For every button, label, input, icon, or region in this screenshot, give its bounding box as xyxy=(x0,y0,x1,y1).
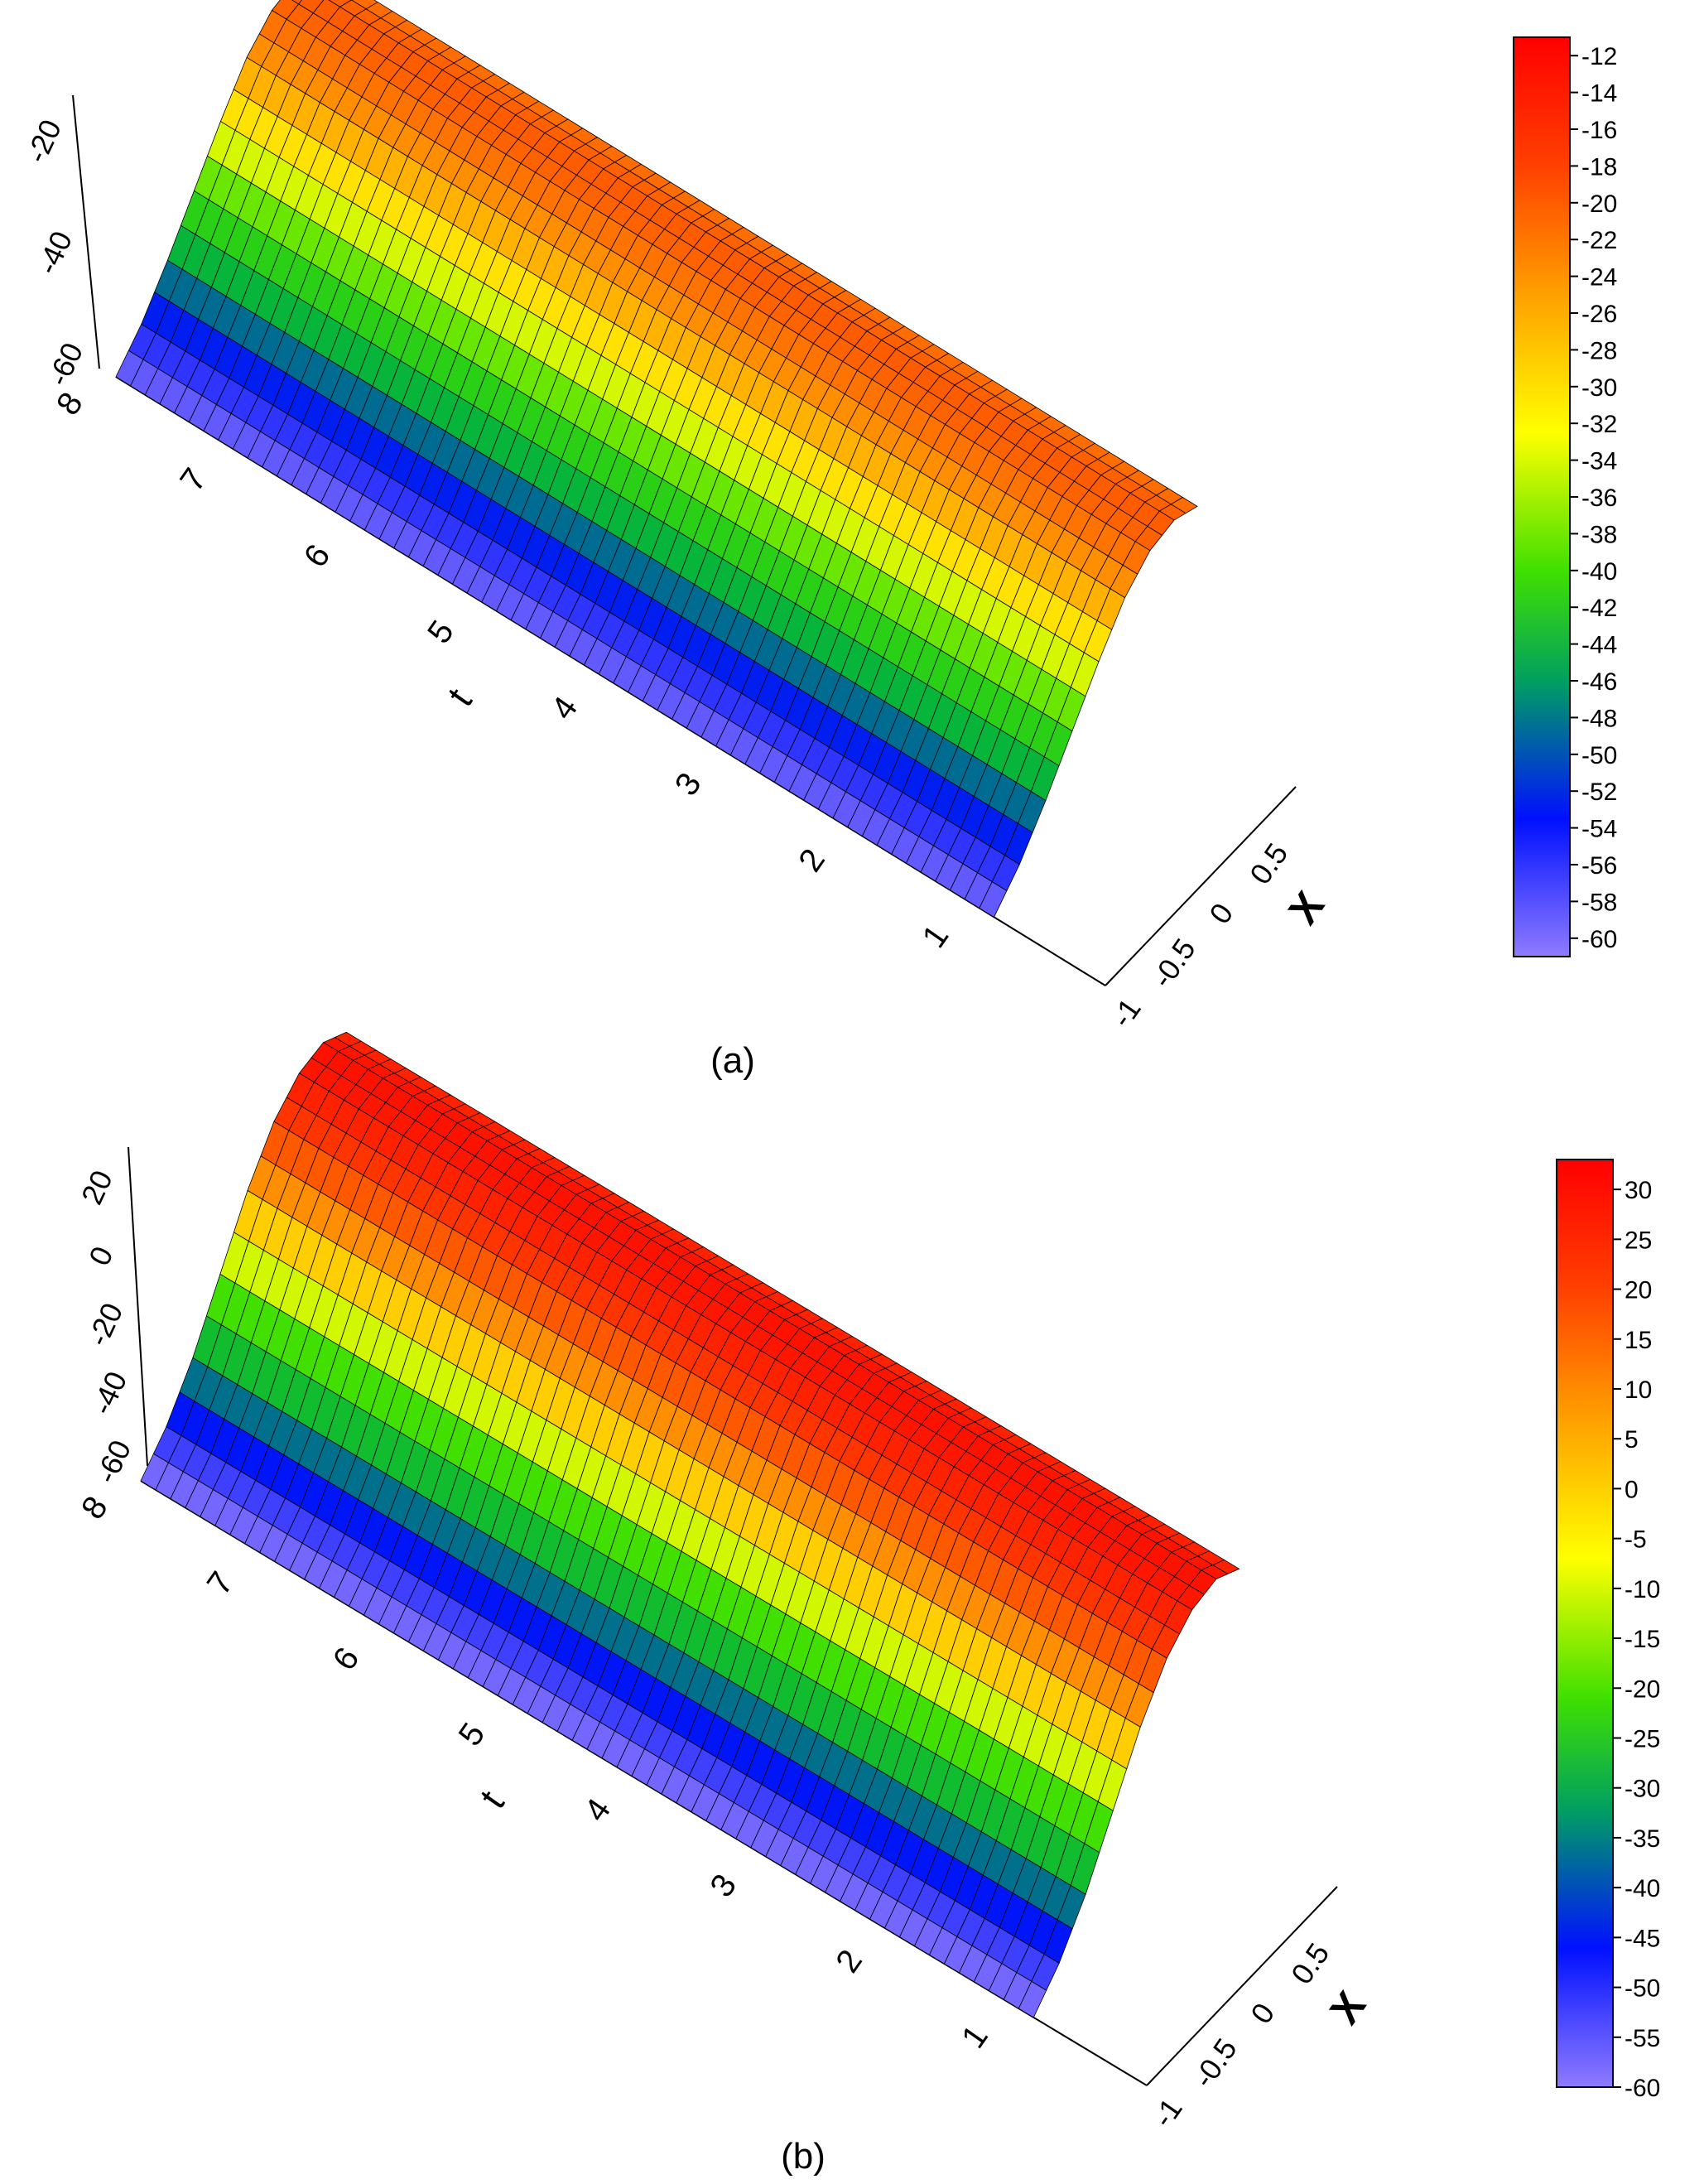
t-tick-label: 5 xyxy=(452,1717,493,1753)
colorbar-tick-label: -28 xyxy=(1581,337,1617,364)
z-tick-label: -40 xyxy=(84,1367,133,1420)
colorbar-tick-label: -22 xyxy=(1581,227,1617,254)
caption-a: (a) xyxy=(710,1040,755,1081)
z-tick-label: 20 xyxy=(75,1165,119,1210)
x-axis-label: X xyxy=(1321,1984,1374,2032)
colorbar-tick-label: -36 xyxy=(1581,485,1617,512)
surface xyxy=(140,1031,1240,2018)
colorbar-tick-label: -48 xyxy=(1581,705,1617,732)
t-tick-label: 6 xyxy=(326,1641,367,1676)
colorbar-tick-label: -50 xyxy=(1625,1975,1660,2003)
x-tick-label: 0.5 xyxy=(1284,1937,1336,1991)
colorbar-tick-label: -10 xyxy=(1625,1576,1660,1603)
colorbar-tick-label: -38 xyxy=(1581,521,1617,548)
t-tick-label: 3 xyxy=(668,766,709,802)
surface-cell xyxy=(1211,1560,1240,1574)
colorbar-tick-label: -54 xyxy=(1581,816,1617,843)
t-tick-label: 2 xyxy=(829,1943,869,1979)
t-tick-label: 6 xyxy=(297,538,338,574)
z-tick-label: -60 xyxy=(41,337,89,390)
colorbar-tick-label: -25 xyxy=(1625,1725,1660,1753)
colorbar-tick-label: -5 xyxy=(1625,1526,1647,1554)
colorbar-tick-label: -42 xyxy=(1581,595,1617,622)
colorbar-tick-label: -40 xyxy=(1625,1875,1660,1902)
z-tick-label: 0 xyxy=(82,1241,120,1270)
colorbar-tick-label: -56 xyxy=(1581,852,1617,880)
colorbar-tick-label: -12 xyxy=(1581,43,1617,70)
colorbar-tick-label: -50 xyxy=(1581,742,1617,769)
colorbar-tick-label: -58 xyxy=(1581,889,1617,916)
t-tick-label: 7 xyxy=(173,462,214,498)
colorbar-tick-label: -20 xyxy=(1581,190,1617,218)
x-tick-label: -1 xyxy=(1146,2092,1189,2133)
colorbar-tick-label: -34 xyxy=(1581,448,1617,475)
x-tick-label: 0 xyxy=(1244,1997,1281,2030)
x-axis-line xyxy=(1146,1886,1338,2086)
colorbar-tick-label: -44 xyxy=(1581,632,1617,659)
colorbar-tick-label: 10 xyxy=(1625,1376,1652,1404)
colorbar-tick-label: -60 xyxy=(1581,926,1617,953)
caption-b: (b) xyxy=(781,2136,826,2177)
panel-b: 12345678t-1-0.500.5X200-20-40-6030252015… xyxy=(75,1031,1660,2133)
colorbar-tick-label: 15 xyxy=(1625,1327,1652,1354)
t-tick-label: 2 xyxy=(792,842,832,878)
t-tick-label: 8 xyxy=(75,1490,115,1526)
surface xyxy=(115,0,1198,918)
t-tick-label: 5 xyxy=(421,614,461,649)
t-tick-label: 4 xyxy=(544,690,585,726)
t-tick-label: 8 xyxy=(50,386,90,422)
colorbar-tick-label: 5 xyxy=(1625,1426,1639,1454)
t-tick-label: 1 xyxy=(916,918,956,954)
surface-cell xyxy=(1170,497,1198,514)
x-axis-line xyxy=(1105,786,1297,986)
colorbar-tick-label: -55 xyxy=(1625,2025,1660,2052)
colorbar-tick-label: -15 xyxy=(1625,1626,1660,1653)
x-tick-label: 0.5 xyxy=(1243,837,1294,891)
z-axis-line xyxy=(72,94,100,369)
panel-a: 1 2 3 4 5 6 7 8 t -1-0.500.5X -20 -40 -60 -12 -14 -16 -1… xyxy=(19,0,1617,1034)
colorbar-tick-label: -35 xyxy=(1625,1825,1660,1853)
colorbar-tick-label: -60 xyxy=(1625,2075,1660,2102)
t-tick-label: 4 xyxy=(577,1792,618,1828)
colorbar-tick-label: -26 xyxy=(1581,301,1617,328)
x-tick-label: -0.5 xyxy=(1187,2032,1244,2094)
colorbar-tick-label: -30 xyxy=(1581,374,1617,402)
colorbar-tick-label: -46 xyxy=(1581,668,1617,696)
colorbar-tick-label: -32 xyxy=(1581,411,1617,438)
colorbar-tick-label: -14 xyxy=(1581,80,1617,108)
colorbar-tick-label: 30 xyxy=(1625,1177,1652,1204)
z-tick-label: -40 xyxy=(30,226,79,279)
x-axis-label: X xyxy=(1279,884,1333,933)
z-tick-label: -20 xyxy=(19,114,68,167)
x-tick-label: 0 xyxy=(1202,897,1239,930)
x-tick-label: -0.5 xyxy=(1145,933,1202,994)
z-tick-label: -60 xyxy=(89,1434,137,1487)
t-axis-label: t xyxy=(471,1782,513,1815)
x-tick-label: -1 xyxy=(1105,992,1148,1034)
colorbar-tick-label: 25 xyxy=(1625,1227,1652,1254)
t-tick-label: 7 xyxy=(200,1565,241,1601)
colorbar-tick-label: -20 xyxy=(1625,1675,1660,1703)
t-tick-label: 1 xyxy=(955,2019,995,2055)
z-tick-label: -20 xyxy=(80,1298,129,1351)
colorbar-tick-label: 20 xyxy=(1625,1277,1652,1304)
colorbar xyxy=(1513,36,1571,957)
colorbar-tick-label: -24 xyxy=(1581,264,1617,292)
colorbar-tick-label: -40 xyxy=(1581,558,1617,586)
t-tick-label: 3 xyxy=(703,1868,744,1903)
colorbar-tick-label: -30 xyxy=(1625,1776,1660,1803)
colorbar-tick-label: -16 xyxy=(1581,117,1617,144)
colorbar xyxy=(1556,1159,1614,2088)
colorbar-tick-label: -45 xyxy=(1625,1925,1660,1952)
colorbar-tick-label: 0 xyxy=(1625,1476,1639,1503)
colorbar-tick-label: -18 xyxy=(1581,153,1617,181)
t-axis-label: t xyxy=(439,680,480,713)
colorbar-tick-label: -52 xyxy=(1581,779,1617,806)
z-axis-line xyxy=(128,1146,148,1467)
